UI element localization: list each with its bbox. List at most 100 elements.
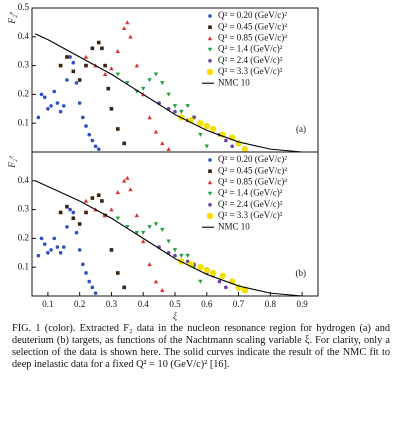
legend-entry: Q² = 0.20 (GeV/c)² xyxy=(218,154,287,164)
data-point xyxy=(160,141,165,146)
data-point xyxy=(84,271,88,275)
data-point xyxy=(81,262,85,267)
data-point xyxy=(173,253,177,258)
data-point xyxy=(65,204,69,209)
data-point xyxy=(116,127,120,131)
data-point xyxy=(160,227,165,232)
legend-entry: Q² = 3.3 (GeV/c)² xyxy=(218,66,283,76)
data-point xyxy=(121,178,127,183)
data-point xyxy=(128,187,133,192)
data-point xyxy=(241,287,249,294)
data-point xyxy=(197,264,204,271)
y-tick-label: 0.2 xyxy=(18,88,29,98)
y-tick-label: 0.3 xyxy=(18,60,30,70)
data-point xyxy=(134,213,140,218)
data-point xyxy=(121,25,127,30)
legend-entry: Q² = 0.20 (GeV/c)² xyxy=(218,10,287,20)
x-tick-label: 0.4 xyxy=(138,299,150,309)
data-point xyxy=(93,144,98,149)
data-point xyxy=(160,81,165,86)
x-axis-label: ξ xyxy=(173,311,177,321)
data-point xyxy=(100,199,104,203)
data-point xyxy=(68,207,72,212)
legend-marker xyxy=(208,14,212,18)
data-point xyxy=(90,138,95,143)
data-point xyxy=(90,285,95,290)
data-point xyxy=(58,251,63,255)
data-point xyxy=(58,63,63,68)
data-point xyxy=(84,210,88,215)
data-point xyxy=(197,120,204,127)
data-point xyxy=(204,144,209,149)
data-point xyxy=(147,78,152,83)
data-point xyxy=(147,262,152,267)
data-point xyxy=(160,288,165,293)
data-point xyxy=(109,107,114,111)
y-tick-label: 0.3 xyxy=(18,204,30,214)
y-axis-label: F₂ᵈ xyxy=(7,155,17,169)
y-tick-label: 0.4 xyxy=(18,31,30,41)
data-point xyxy=(36,115,41,120)
data-point xyxy=(52,89,57,94)
legend-entry: Q² = 1.4 (GeV/c)² xyxy=(218,44,283,54)
data-point xyxy=(125,20,130,25)
data-point xyxy=(173,109,177,114)
data-point xyxy=(77,78,82,82)
data-point xyxy=(166,146,171,151)
panel-label: (a) xyxy=(296,124,306,134)
data-point xyxy=(52,236,57,241)
data-point xyxy=(49,248,53,252)
data-point xyxy=(125,225,130,230)
data-point xyxy=(87,132,91,137)
data-point xyxy=(198,279,203,284)
data-point xyxy=(61,245,66,249)
data-point xyxy=(203,266,210,274)
data-point xyxy=(147,115,152,120)
legend-marker xyxy=(207,36,213,41)
legend-entry: Q² = 2.4 (GeV/c)² xyxy=(218,199,283,209)
y-axis-label: F₂ᵖ xyxy=(7,12,17,25)
data-point xyxy=(166,239,171,244)
data-point xyxy=(74,81,79,85)
data-point xyxy=(102,72,108,77)
data-point xyxy=(109,207,114,212)
data-point xyxy=(77,101,82,105)
data-point xyxy=(90,46,95,51)
legend-entry: Q² = 0.85 (GeV/c)² xyxy=(218,176,287,186)
data-point xyxy=(83,54,89,59)
data-point xyxy=(203,122,210,130)
legend-entry: Q² = 1.4 (GeV/c)² xyxy=(218,188,283,198)
data-point xyxy=(39,92,44,97)
data-point xyxy=(96,40,101,45)
data-point xyxy=(209,125,217,133)
data-point xyxy=(68,55,72,59)
data-point xyxy=(100,46,104,51)
data-point xyxy=(81,115,85,120)
legend-marker xyxy=(206,68,214,76)
y-tick-label: 0.1 xyxy=(18,117,29,127)
data-point xyxy=(217,279,222,284)
data-point xyxy=(172,104,178,109)
y-tick-label: 0.4 xyxy=(18,175,30,185)
data-point xyxy=(185,253,190,258)
x-tick-label: 0.9 xyxy=(296,299,308,309)
data-point xyxy=(65,225,69,229)
legend-entry: Q² = 0.45 (GeV/c)² xyxy=(218,165,287,175)
data-point xyxy=(115,72,120,77)
legend-marker xyxy=(207,47,213,52)
data-point xyxy=(115,190,120,195)
data-point xyxy=(153,72,159,77)
data-point xyxy=(109,248,114,252)
data-point xyxy=(224,285,228,290)
y-tick-label: 0.2 xyxy=(18,232,29,242)
data-point xyxy=(241,145,249,153)
data-point xyxy=(179,253,184,258)
data-point xyxy=(74,230,79,235)
data-point xyxy=(116,271,120,275)
legend-marker xyxy=(208,158,212,162)
data-point xyxy=(128,34,133,39)
legend-marker xyxy=(206,212,214,220)
data-point xyxy=(96,193,101,197)
